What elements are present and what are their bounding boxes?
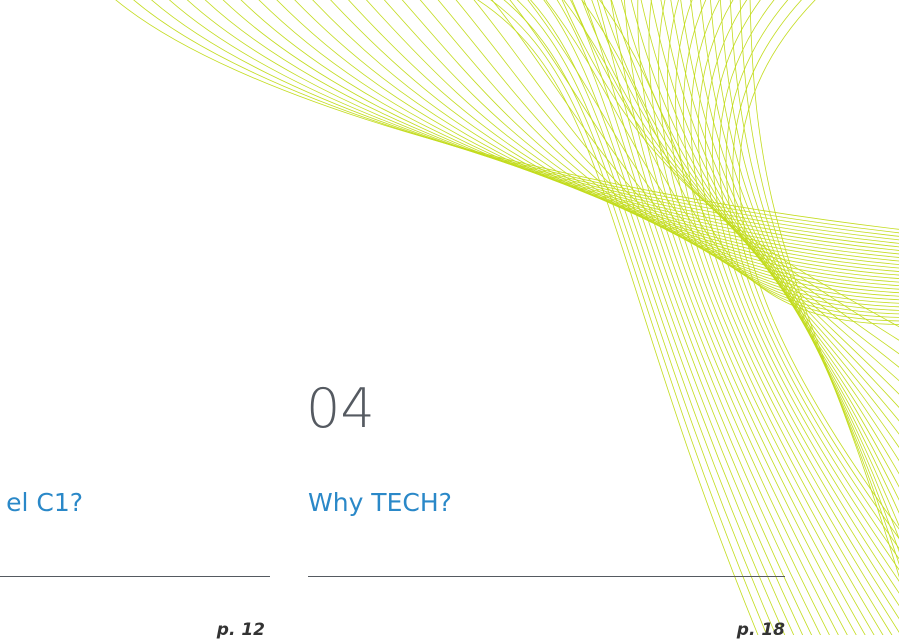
curve [570,0,899,344]
section-title: el C1? [6,490,83,515]
section-number: 04 [306,382,375,436]
page: el C1? p. 12 04 Why TECH? p. 18 (() => {… [0,0,899,635]
curve [200,0,899,248]
decorative-lines [0,0,899,635]
curve [146,0,899,237]
curve [164,0,899,241]
page-number: p. 12 [150,622,265,639]
curve [128,0,899,234]
curve [683,0,899,635]
curve [326,0,899,272]
page-number: p. 18 [670,622,785,639]
curve [590,0,899,372]
curve [739,0,899,635]
curve [254,0,899,258]
curve [624,0,859,635]
curve [578,0,899,321]
curve [110,0,899,230]
curve [540,0,805,635]
curve [667,0,895,635]
curve [512,0,787,635]
divider [0,576,270,577]
curve [568,0,823,635]
curve [506,0,899,307]
curve [691,0,899,635]
curve [290,0,899,265]
divider [308,576,785,577]
section-title: Why TECH? [308,490,452,515]
curve [182,0,899,244]
curve [620,0,899,414]
